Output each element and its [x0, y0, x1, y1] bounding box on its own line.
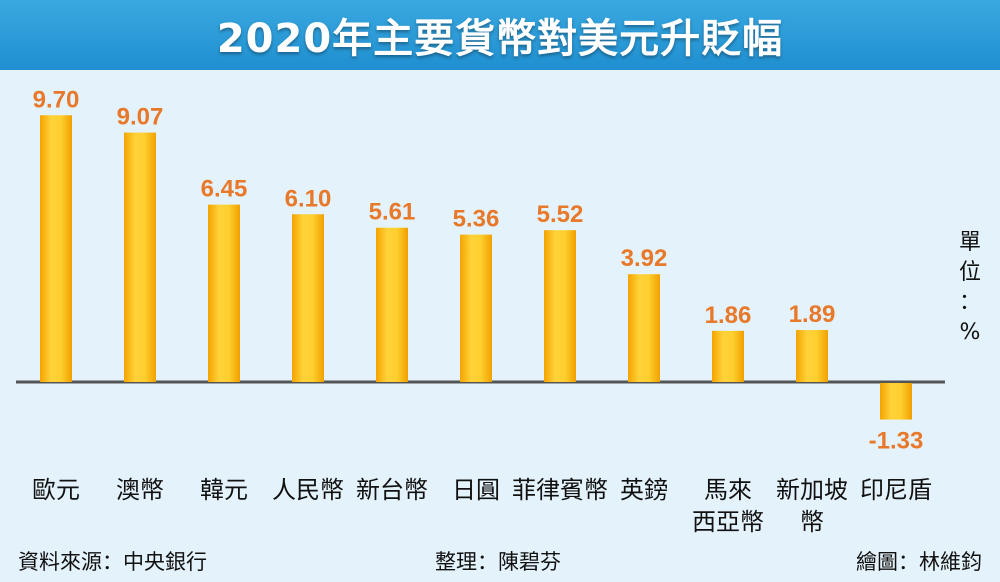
value-label: -1.33 [869, 428, 924, 455]
unit-char: 單 [958, 230, 981, 255]
title-bar: 2020年主要貨幣對美元升貶幅 [0, 0, 1000, 70]
value-label: 9.07 [117, 104, 164, 131]
value-label: 1.89 [789, 301, 836, 328]
bar [460, 234, 492, 382]
value-label: 6.10 [285, 185, 332, 212]
source-credit: 資料來源：中央銀行 [18, 550, 207, 574]
value-label: 6.45 [201, 176, 248, 203]
bar [796, 330, 828, 382]
category-label: 馬來 [704, 476, 752, 504]
value-label: 5.52 [537, 201, 584, 228]
value-label: 3.92 [621, 245, 668, 272]
unit-char: 位 [958, 260, 981, 285]
footer: 資料來源：中央銀行 整理：陳碧芬 繪圖：林維鈞 [0, 540, 1000, 582]
chart-title: 2020年主要貨幣對美元升貶幅 [216, 16, 784, 62]
category-label: 西亞幣 [692, 508, 764, 536]
bar [544, 230, 576, 382]
bar [376, 227, 408, 382]
category-label: 幣 [800, 508, 824, 536]
unit-char: ： [958, 290, 981, 315]
category-label: 新加坡 [776, 476, 848, 504]
bar [292, 214, 324, 382]
category-label: 歐元 [32, 476, 80, 504]
category-label: 印尼盾 [860, 476, 932, 504]
category-label: 新台幣 [356, 476, 428, 504]
category-label: 日圓 [452, 476, 500, 504]
category-label: 人民幣 [272, 476, 344, 504]
value-label: 5.61 [369, 199, 416, 226]
unit-char: % [959, 320, 981, 345]
bar [40, 115, 72, 382]
artist-credit: 繪圖：林維鈞 [856, 550, 982, 574]
plot-area [0, 70, 1000, 540]
category-label: 菲律賓幣 [512, 476, 608, 504]
editor-credit: 整理：陳碧芬 [435, 550, 561, 574]
category-label: 韓元 [200, 476, 248, 504]
bar [628, 274, 660, 382]
category-label: 英鎊 [620, 476, 668, 504]
value-label: 9.70 [33, 86, 80, 113]
bar [208, 204, 240, 382]
value-label: 1.86 [705, 302, 752, 329]
category-label: 澳幣 [116, 476, 164, 504]
bar [880, 383, 912, 420]
bar [124, 132, 156, 382]
value-label: 5.36 [453, 206, 500, 233]
unit-label: 單 位 ： % [955, 228, 985, 348]
bar [712, 330, 744, 382]
